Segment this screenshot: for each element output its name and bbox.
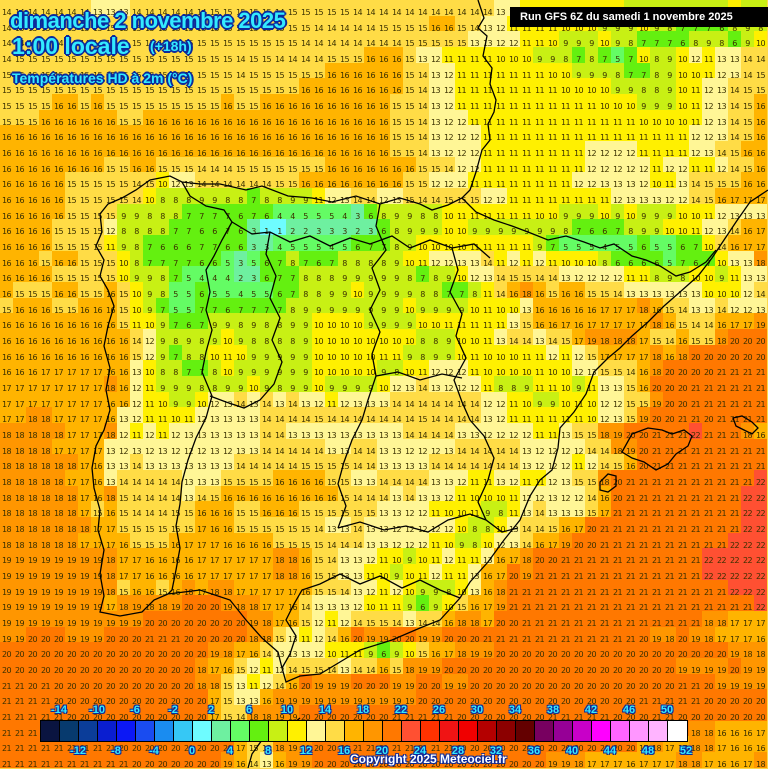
temperature-value: 15 xyxy=(52,24,65,33)
temperature-value: 14 xyxy=(39,8,52,17)
grid-cell xyxy=(39,15,52,32)
grid-cell xyxy=(39,0,52,17)
grid-cell xyxy=(26,15,39,32)
temperature-value: 14 xyxy=(26,8,39,17)
grid-cell xyxy=(13,15,26,32)
grid-cell xyxy=(0,0,13,17)
grid-cell xyxy=(13,0,26,17)
temperature-value: 14 xyxy=(0,8,13,17)
temperature-value: 14 xyxy=(13,8,26,17)
grid-cell xyxy=(26,0,39,17)
grid-cell xyxy=(78,0,91,17)
temperature-value: 15 xyxy=(65,24,78,33)
temperature-value: 14 xyxy=(52,8,65,17)
temperature-value: 15 xyxy=(39,24,52,33)
temperature-value: 15 xyxy=(26,24,39,33)
temperature-value: 14 xyxy=(78,8,91,17)
temperature-value: 15 xyxy=(78,24,91,33)
temperature-value: 14 xyxy=(65,8,78,17)
grid-cell xyxy=(0,15,13,32)
temperature-value: 14 xyxy=(0,24,13,33)
grid-cell xyxy=(65,15,78,32)
temperature-value: 15 xyxy=(13,24,26,33)
grid-cell xyxy=(52,15,65,32)
grid-cell xyxy=(52,0,65,17)
grid-cell xyxy=(78,15,91,32)
grid-cell xyxy=(65,0,78,17)
